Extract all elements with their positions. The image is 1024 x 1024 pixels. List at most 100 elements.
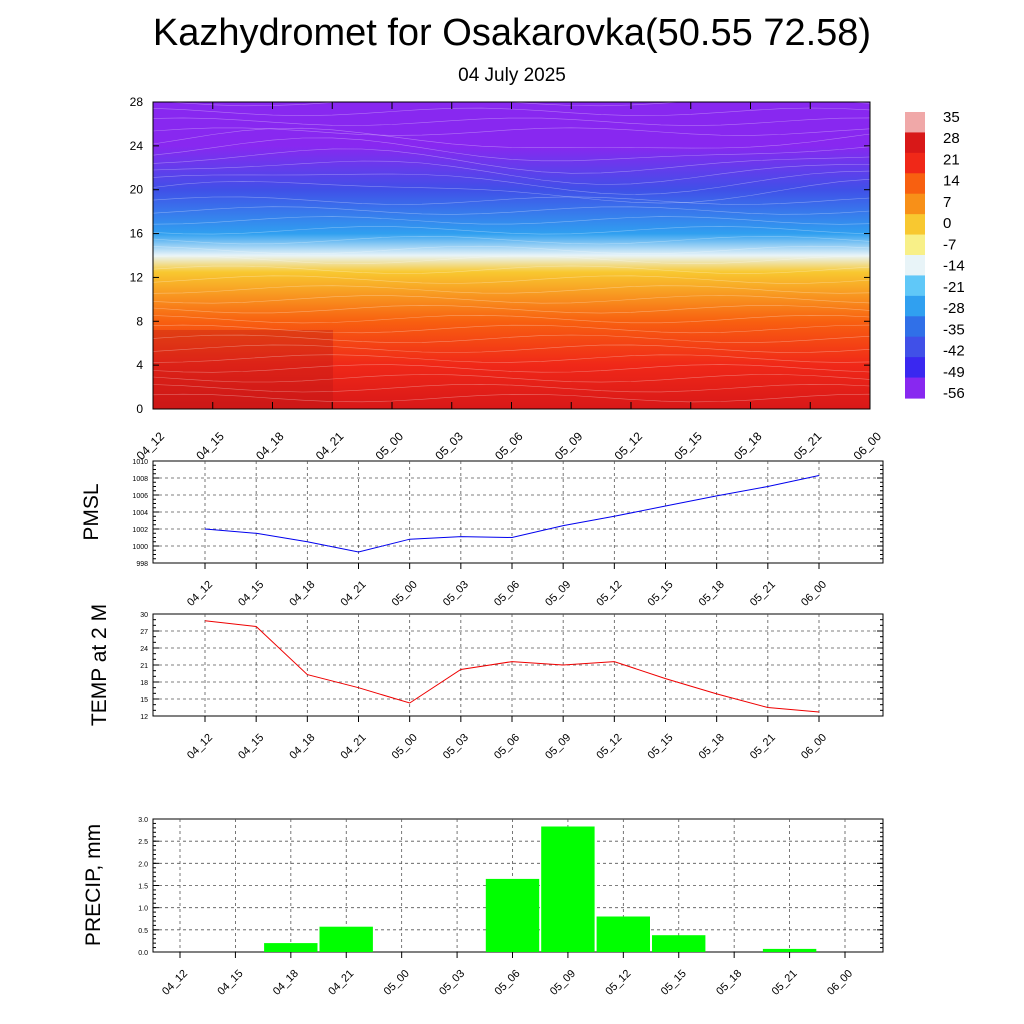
page-subtitle: 04 July 2025: [458, 65, 566, 86]
heatmap-x-tick-label: 05_15: [671, 429, 705, 463]
heatmap-x-tick-label: 04_21: [313, 429, 347, 463]
temp-x-tick-label: 04_18: [287, 732, 317, 762]
precip-y-axis: 0.0 0.5 1.0 1.5 2.0 2.5 3.0: [138, 817, 883, 957]
pmsl-y-tick-label: 1006: [132, 493, 148, 500]
temperature-contour-line: [153, 354, 870, 363]
precip-x-tick-label: 05_00: [382, 968, 412, 998]
precip-bar: [652, 935, 706, 952]
temperature-contour-line: [153, 206, 870, 215]
temperature-contour-line: [153, 305, 870, 314]
precip-bar: [264, 943, 318, 952]
temp-y-tick-label: 18: [140, 680, 148, 687]
pmsl-x-tick-label: 05_03: [441, 579, 471, 609]
temp2m-y-axis: 12 15 18 21 24 27 30: [140, 612, 883, 721]
colorbar-label: 7: [943, 194, 951, 211]
colorbar-segment: [905, 132, 925, 154]
colorbar-label: 0: [943, 215, 951, 232]
colorbar-segment: [905, 275, 925, 297]
temperature-contour-line: [153, 127, 870, 136]
temp-y-tick-label: 15: [140, 697, 148, 704]
heatmap-y-tick-label: 0: [136, 402, 143, 416]
pmsl-y-axis: 998 1000 1002 1004 1006 1008 1010: [132, 459, 883, 568]
temperature-contour-line: [153, 393, 870, 403]
precip-x-tick-label: 04_15: [215, 968, 245, 998]
precip-x-tick-label: 05_12: [603, 968, 633, 998]
heatmap-x-tick-label: 05_09: [552, 429, 586, 463]
heatmap-y-axis: 0 4 8 12 16 20 24 28: [130, 95, 870, 416]
pmsl-x-tick-label: 04_15: [236, 579, 266, 609]
temperature-contour-line: [153, 314, 870, 324]
heatmap-y-tick-label: 20: [130, 183, 144, 197]
colorbar-segment: [905, 234, 925, 256]
precip-x-tick-label: 05_06: [493, 968, 523, 998]
colorbar-label: -56: [943, 385, 965, 402]
pmsl-x-tick-label: 05_00: [390, 579, 420, 609]
precip-x-tick-label: 05_03: [437, 968, 467, 998]
heatmap-x-tick-label: 06_00: [851, 429, 885, 463]
temperature-contour-line: [153, 245, 870, 255]
heatmap-y-tick-label: 16: [130, 227, 144, 241]
temperature-field: [153, 102, 870, 409]
warm-core-shading: [153, 330, 333, 409]
precip-x-axis: 04_12 04_15 04_18 04_21 05_00 05_03 05_06 05_09…: [160, 952, 855, 998]
colorbar-segment: [905, 193, 925, 215]
precip-x-tick-label: 04_12: [160, 968, 190, 998]
pmsl-x-tick-label: 05_09: [543, 579, 573, 609]
precip-panel: 0.00.51.01.52.02.53.0 04_12 04_15 04_18 04_…: [82, 817, 884, 998]
temperature-contour-line: [153, 127, 870, 149]
precip-y-tick-label: 3.0: [138, 817, 148, 824]
pmsl-grid: [153, 461, 883, 563]
pmsl-y-tick-label: 1008: [132, 476, 148, 483]
colorbar-segment: [905, 336, 925, 358]
temperature-contour-line: [153, 334, 870, 343]
pmsl-y-tick-label: 1002: [132, 527, 148, 534]
temp2m-y-label: TEMP at 2 M: [88, 604, 111, 726]
pmsl-y-label: PMSL: [80, 483, 103, 540]
pmsl-x-tick-label: 04_21: [339, 579, 369, 609]
precip-bar: [319, 926, 373, 952]
temperature-contour-line: [153, 344, 870, 353]
precip-bar: [485, 878, 540, 952]
heatmap-x-tick-label: 04_12: [134, 429, 168, 463]
colorbar-segment: [905, 214, 925, 236]
temp-x-tick-label: 05_15: [646, 732, 676, 762]
colorbar-segment: [905, 173, 925, 195]
pmsl-x-tick-label: 04_12: [185, 579, 215, 609]
precip-x-tick-label: 05_15: [659, 968, 689, 998]
pmsl-x-tick-label: 04_18: [287, 579, 317, 609]
colorbar-label: 35: [943, 109, 960, 126]
temp2m-series-line: [204, 620, 820, 713]
temperature-contour-line: [153, 324, 870, 334]
temp-y-tick-label: 24: [140, 646, 148, 653]
precip-x-tick-label: 04_21: [326, 968, 356, 998]
temperature-contour-line: [153, 374, 870, 383]
temp-y-tick-label: 21: [140, 663, 148, 670]
colorbar-label: 14: [943, 173, 960, 190]
temp-x-tick-label: 04_12: [185, 732, 215, 762]
precip-y-tick-label: 0.5: [138, 928, 148, 935]
precip-y-tick-label: 2.5: [138, 839, 148, 846]
pmsl-series-line: [204, 475, 820, 553]
precip-y-tick-label: 1.5: [138, 884, 148, 891]
colorbar-label: -7: [943, 236, 956, 253]
colorbar-segment: [905, 295, 925, 317]
temp2m-grid: [153, 614, 883, 716]
page-title: Kazhydromet for Osakarovka(50.55 72.58): [152, 12, 872, 54]
temperature-contour-line: [153, 364, 870, 373]
temp-x-tick-label: 05_06: [492, 732, 522, 762]
heatmap-x-tick-label: 05_18: [731, 429, 765, 463]
pmsl-y-tick-label: 1010: [132, 459, 148, 466]
colorbar-label: -14: [943, 258, 965, 275]
precip-x-tick-label: 05_21: [770, 968, 800, 998]
pmsl-x-axis: 04_12 04_15 04_18 04_21 05_00 05_03 05_06 05_09…: [185, 563, 829, 609]
temperature-contour-line: [153, 265, 870, 274]
pmsl-y-tick-label: 1000: [132, 544, 148, 551]
temperature-contour-line: [153, 295, 870, 304]
pmsl-x-tick-label: 05_18: [697, 579, 727, 609]
precip-x-tick-label: 06_00: [825, 968, 855, 998]
pmsl-x-tick-label: 05_21: [748, 579, 778, 609]
temp-x-tick-label: 05_21: [748, 732, 778, 762]
temp-y-tick-label: 12: [140, 714, 148, 721]
temp-x-tick-label: 05_03: [441, 732, 471, 762]
